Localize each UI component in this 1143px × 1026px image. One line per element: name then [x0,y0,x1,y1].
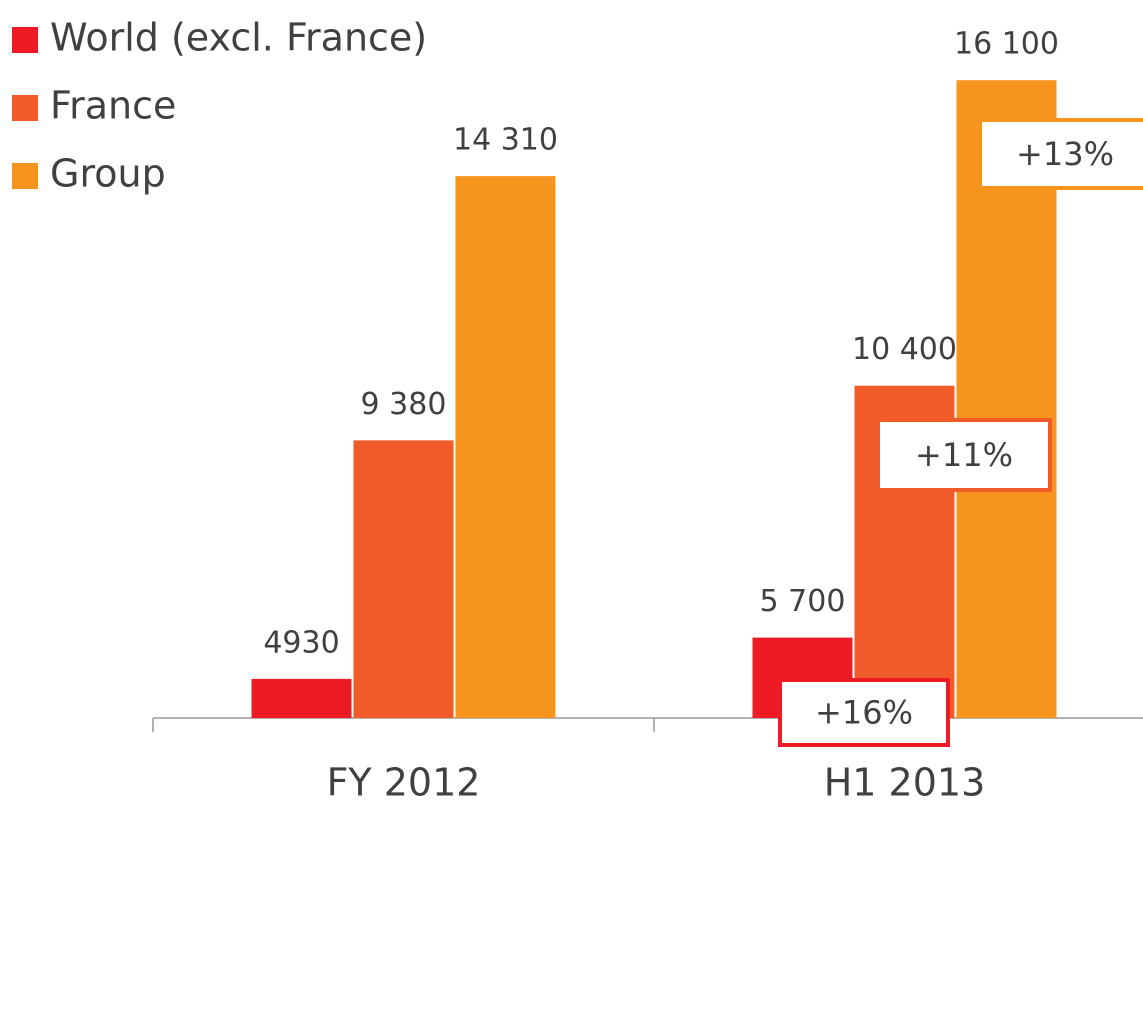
bar [251,678,352,718]
value-label: 16 100 [954,27,1059,62]
legend-label: World (excl. France) [50,16,427,60]
bar [455,176,556,718]
annotation: +16% [815,694,913,732]
value-label: 5 700 [760,584,846,619]
legend-swatch [12,95,38,121]
legend-label: Group [50,152,166,196]
annotation-box [778,678,950,747]
bar [353,440,454,718]
annotation-box [978,118,1143,190]
legend-label: France [50,84,176,128]
value-label: 4930 [263,625,339,660]
value-label: 14 310 [453,123,558,158]
annotation: +13% [1016,135,1114,173]
value-label: 9 380 [361,387,447,422]
annotation: +11% [915,436,1013,474]
x-tick-label: H1 2013 [824,761,986,805]
value-label: 10 400 [852,332,957,367]
legend-swatch [12,27,38,53]
legend-swatch [12,163,38,189]
annotation-box [876,418,1052,492]
x-tick-label: FY 2012 [327,761,481,805]
